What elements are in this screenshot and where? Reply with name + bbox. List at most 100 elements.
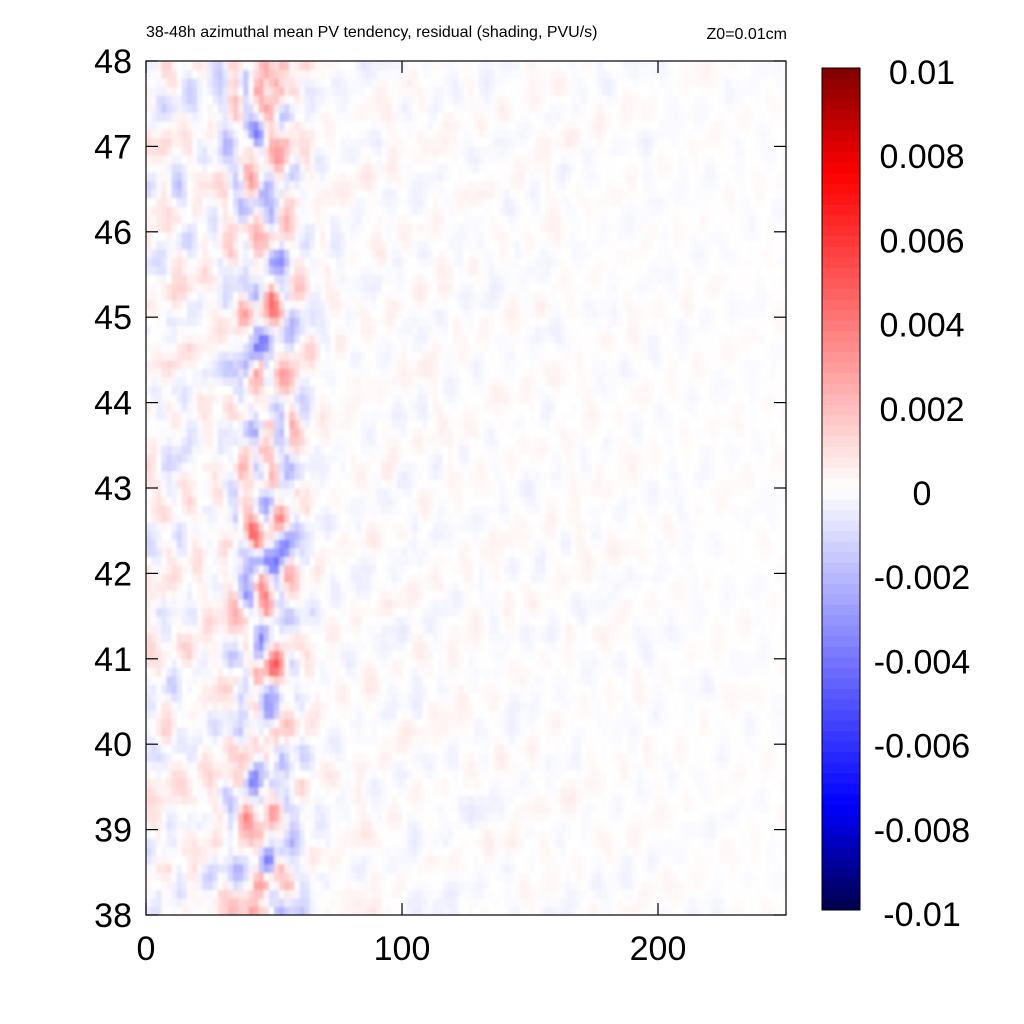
- heatmap-cell: [478, 855, 485, 865]
- heatmap-cell: [550, 863, 557, 873]
- heatmap-cell: [668, 573, 674, 583]
- heatmap-cell: [524, 872, 531, 882]
- heatmap-cell: [233, 821, 239, 831]
- heatmap-cell: [504, 590, 511, 600]
- heatmap-cell: [432, 769, 439, 779]
- heatmap-cell: [709, 718, 715, 728]
- heatmap-cell: [591, 786, 598, 797]
- heatmap-cell: [207, 667, 214, 677]
- heatmap-cell: [668, 812, 674, 822]
- heatmap-cell: [186, 906, 193, 915]
- heatmap-cell: [202, 761, 209, 771]
- heatmap-cell: [294, 872, 301, 882]
- heatmap-cell: [478, 701, 485, 711]
- heatmap-cell: [453, 829, 459, 839]
- heatmap-cell: [304, 599, 311, 609]
- heatmap-cell: [535, 778, 541, 788]
- heatmap-cell: [396, 863, 403, 873]
- heatmap-cell: [478, 863, 485, 873]
- heatmap-cell: [483, 761, 490, 771]
- heatmap-cell: [739, 684, 746, 694]
- heatmap-cell: [530, 744, 536, 754]
- heatmap-cell: [550, 701, 557, 711]
- heatmap-cell: [745, 590, 751, 600]
- heatmap-cell: [314, 667, 321, 677]
- heatmap-cell: [381, 795, 388, 805]
- heatmap-cell: [227, 863, 234, 873]
- heatmap-cell: [407, 829, 413, 839]
- heatmap-cell: [678, 846, 685, 856]
- heatmap-cell: [519, 599, 526, 609]
- heatmap-cell: [243, 735, 249, 745]
- heatmap-cell: [683, 658, 690, 668]
- heatmap-cell: [192, 889, 198, 899]
- heatmap-cell: [683, 735, 690, 745]
- heatmap-cell: [576, 778, 582, 788]
- heatmap-cell: [719, 744, 726, 754]
- heatmap-cell: [151, 855, 157, 865]
- heatmap-cell: [509, 675, 516, 686]
- heatmap-cell: [325, 880, 331, 890]
- heatmap-cell: [745, 641, 751, 651]
- heatmap-cell: [161, 667, 168, 677]
- heatmap-cell: [258, 846, 265, 856]
- heatmap-cell: [381, 863, 388, 873]
- heatmap-cell: [284, 658, 290, 668]
- heatmap-cell: [376, 727, 383, 737]
- heatmap-cell: [750, 897, 756, 908]
- heatmap-cell: [161, 761, 168, 771]
- heatmap-cell: [161, 710, 168, 720]
- heatmap-cell: [238, 829, 244, 839]
- heatmap-cell: [156, 701, 162, 711]
- heatmap-cell: [396, 872, 403, 882]
- heatmap-cell: [161, 897, 168, 908]
- heatmap-cell: [371, 701, 377, 711]
- heatmap-cell: [386, 624, 393, 634]
- heatmap-cell: [473, 650, 480, 660]
- heatmap-cell: [299, 821, 306, 831]
- heatmap-cell: [483, 855, 490, 865]
- heatmap-cell: [448, 710, 454, 720]
- heatmap-cell: [325, 590, 331, 600]
- heatmap-cell: [683, 607, 690, 617]
- heatmap-cell: [591, 829, 598, 839]
- heatmap-cell: [560, 812, 567, 822]
- heatmap-cell: [489, 769, 495, 779]
- heatmap-cell: [673, 735, 680, 745]
- heatmap-cell: [760, 624, 767, 634]
- heatmap-cell: [509, 744, 516, 754]
- heatmap-cell: [709, 812, 715, 822]
- heatmap-cell: [596, 641, 603, 651]
- heatmap-cell: [663, 692, 669, 703]
- heatmap-cell: [704, 599, 710, 609]
- heatmap-cell: [499, 675, 505, 686]
- heatmap-cell: [504, 786, 511, 797]
- heatmap-cell: [427, 641, 434, 651]
- heatmap-cell: [750, 863, 756, 873]
- heatmap-cell: [304, 855, 311, 865]
- heatmap-cell: [663, 727, 669, 737]
- heatmap-cell: [386, 727, 393, 737]
- heatmap-cell: [340, 675, 347, 686]
- heatmap-cell: [222, 821, 229, 831]
- heatmap-cell: [376, 624, 383, 634]
- heatmap-cell: [386, 863, 393, 873]
- heatmap-cell: [268, 889, 275, 899]
- heatmap-cell: [509, 786, 516, 797]
- heatmap-cell: [330, 769, 337, 779]
- heatmap-cell: [617, 880, 623, 890]
- heatmap-cell: [555, 863, 562, 873]
- heatmap-cell: [192, 658, 198, 668]
- heatmap-cell: [473, 778, 480, 788]
- heatmap-cell: [745, 633, 751, 643]
- heatmap-cell: [309, 624, 316, 634]
- heatmap-cell: [212, 692, 219, 703]
- heatmap-cell: [478, 889, 485, 899]
- heatmap-cell: [325, 889, 331, 899]
- heatmap-cell: [560, 880, 567, 890]
- heatmap-cell: [171, 769, 178, 779]
- heatmap-cell: [519, 812, 526, 822]
- heatmap-cell: [494, 675, 500, 686]
- heatmap-cell: [596, 855, 603, 865]
- heatmap-cell: [279, 735, 285, 745]
